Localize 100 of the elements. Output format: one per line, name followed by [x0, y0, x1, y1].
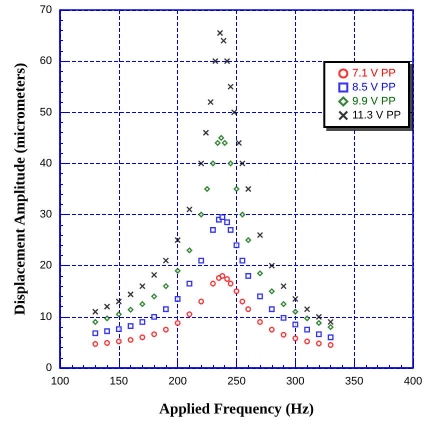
y-tick-label: 30: [40, 208, 52, 221]
point: [139, 319, 146, 325]
point: [174, 320, 181, 326]
point: [104, 315, 110, 322]
point: [174, 268, 181, 274]
point: [151, 331, 158, 338]
point: [210, 280, 216, 287]
point: [150, 272, 158, 278]
legend-label: 11.3 V PP: [352, 110, 402, 122]
point: [304, 306, 310, 312]
point: [198, 160, 204, 167]
point: [210, 227, 216, 233]
point: [186, 206, 193, 213]
point: [186, 247, 192, 254]
y-tick-label: 40: [40, 157, 52, 170]
point: [304, 326, 310, 333]
point: [236, 140, 242, 146]
point: [174, 296, 181, 302]
point: [327, 318, 334, 326]
point: [104, 328, 110, 334]
y-tick-label: 10: [40, 310, 52, 323]
point: [224, 219, 230, 226]
point: [92, 341, 98, 347]
point: [280, 332, 286, 338]
point: [116, 338, 122, 344]
point: [210, 160, 216, 166]
point: [104, 340, 110, 346]
point: [234, 242, 240, 248]
y-tick-label: 60: [40, 55, 52, 68]
point: [92, 308, 98, 315]
point: [216, 30, 224, 36]
legend-label: 8.5 V PP: [352, 82, 396, 94]
point: [234, 288, 240, 294]
point: [204, 186, 210, 192]
point: [116, 311, 122, 318]
legend-label: 9.9 V PP: [352, 96, 396, 108]
point: [212, 58, 218, 64]
point: [219, 273, 226, 279]
point: [245, 306, 252, 312]
point: [116, 326, 122, 332]
point: [228, 160, 234, 166]
point: [92, 330, 98, 336]
point: [280, 314, 286, 321]
point: [257, 270, 263, 276]
point: [198, 298, 204, 304]
point: [245, 273, 252, 279]
point: [186, 311, 192, 318]
point: [268, 288, 275, 294]
point: [163, 306, 169, 312]
point: [257, 294, 263, 300]
y-tick-label: 0: [46, 362, 52, 374]
point: [328, 334, 334, 340]
point: [239, 212, 246, 218]
point: [224, 58, 230, 64]
point: [186, 280, 192, 287]
x-tick-label: 300: [286, 376, 305, 388]
y-tick-label: 50: [40, 106, 52, 118]
x-tick-label: 200: [168, 376, 187, 388]
point: [163, 326, 169, 333]
point: [198, 258, 204, 264]
point: [162, 257, 170, 264]
point: [228, 227, 234, 233]
point: [304, 315, 310, 322]
point: [128, 336, 134, 343]
x-tick-label: 350: [344, 376, 364, 388]
point: [220, 38, 227, 44]
point: [316, 314, 322, 320]
point: [304, 338, 310, 344]
point: [316, 320, 322, 326]
point: [316, 340, 322, 346]
point: [222, 140, 228, 146]
point: [292, 322, 298, 328]
point: [218, 134, 224, 141]
y-tick-label: 70: [40, 4, 52, 16]
point: [328, 324, 334, 330]
point: [151, 314, 158, 320]
point: [224, 276, 230, 282]
x-tick-label: 100: [50, 376, 70, 388]
point: [139, 334, 146, 340]
point: [207, 98, 214, 106]
point: [163, 283, 169, 290]
x-tick-label: 250: [227, 376, 246, 388]
point: [268, 262, 275, 269]
y-axis-title: Displacement Amplitude (micrometers): [12, 62, 28, 316]
point: [202, 130, 210, 136]
point: [245, 237, 252, 244]
legend-label: 7.1 V PP: [352, 68, 396, 80]
point: [228, 280, 234, 287]
point: [239, 160, 246, 167]
point: [245, 186, 252, 192]
point: [239, 258, 246, 264]
point: [316, 331, 322, 338]
x-tick-label: 400: [404, 376, 422, 388]
x-tick-label: 150: [110, 376, 128, 388]
point: [116, 298, 122, 305]
point: [268, 306, 275, 312]
point: [234, 186, 240, 192]
point: [292, 335, 298, 342]
point: [139, 301, 146, 307]
point: [104, 303, 110, 310]
